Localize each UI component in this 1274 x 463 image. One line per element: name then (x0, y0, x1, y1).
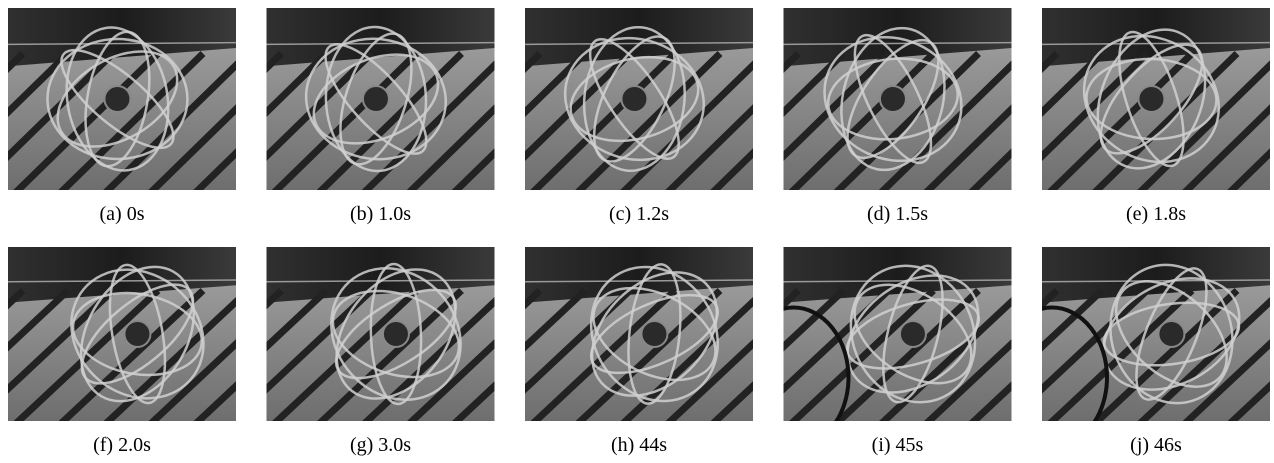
caption: (a) 0s (100, 203, 145, 225)
caption: (f) 2.0s (93, 434, 151, 456)
photo-hub (880, 86, 906, 112)
photo-hub (641, 321, 667, 347)
figure: (a) 0s (b) 1.0s (c) 1.2s (d) 1.5s (e) 1.8s (f… (0, 0, 1274, 463)
photo-hub (900, 321, 926, 347)
photo-hub (1158, 321, 1184, 347)
caption: (c) 1.2s (609, 203, 669, 225)
photo-hub (363, 86, 389, 112)
photo-hub (124, 321, 150, 347)
caption: (e) 1.8s (1126, 203, 1186, 225)
caption: (i) 45s (872, 434, 924, 456)
photo-hub (1138, 86, 1164, 112)
caption: (b) 1.0s (350, 203, 411, 225)
photo-hub (104, 86, 130, 112)
photo-hub (621, 86, 647, 112)
caption: (d) 1.5s (867, 203, 928, 225)
caption: (j) 46s (1130, 434, 1182, 456)
caption: (h) 44s (611, 434, 667, 456)
caption: (g) 3.0s (350, 434, 411, 456)
photo-hub (383, 321, 409, 347)
